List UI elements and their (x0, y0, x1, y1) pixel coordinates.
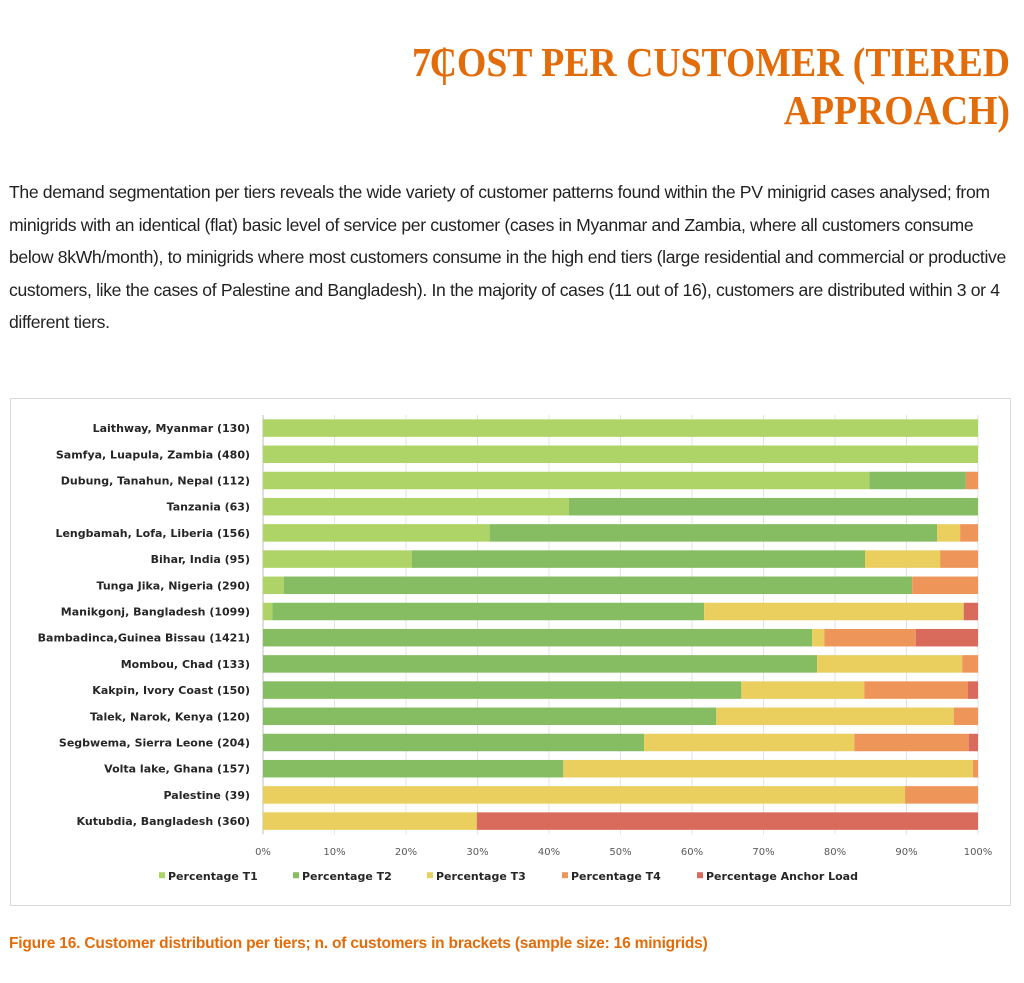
bar-segment-percentage-t3 (563, 759, 973, 778)
bar-segment-percentage-t4 (965, 471, 978, 490)
legend-swatch (293, 872, 299, 879)
legend-swatch (697, 872, 703, 879)
bar-segment-percentage-anchor-load (963, 602, 978, 621)
bar-segment-percentage-t3 (865, 550, 941, 568)
bar-segment-percentage-t4 (960, 524, 978, 542)
x-tick-label: 100% (964, 847, 993, 858)
bar-segment-percentage-t2 (263, 759, 564, 778)
bar-segment-percentage-t4 (905, 786, 978, 804)
legend-swatch (159, 872, 165, 879)
bars (263, 419, 978, 830)
section-heading: 7 | COST PER CUSTOMER (TIERED APPROACH) (182, 38, 1010, 134)
bar-segment-percentage-t3 (644, 733, 855, 752)
category-label: Palestine (39) (164, 789, 250, 802)
x-tick-label: 30% (466, 847, 488, 858)
x-tick-label: 80% (824, 847, 846, 858)
legend: Percentage T1 Percentage T2 Percentage T3 P… (159, 870, 858, 883)
x-tick-label: 40% (538, 847, 560, 858)
bar-segment-percentage-t3 (817, 655, 963, 673)
bar-segment-percentage-t1 (263, 602, 273, 621)
bar-segment-percentage-t4 (824, 628, 916, 647)
x-tick-label: 0% (255, 847, 271, 858)
category-label: Segbwema, Sierra Leone (204) (59, 737, 250, 750)
bar-segment-percentage-t4 (864, 681, 968, 699)
legend-swatch (427, 872, 433, 879)
x-tick-label: 20% (395, 847, 417, 858)
category-label: Dubung, Tanahun, Nepal (112) (61, 475, 250, 488)
legend-swatch (562, 872, 568, 879)
bar-segment-percentage-t4 (953, 707, 978, 726)
bar-segment-percentage-t3 (263, 786, 906, 804)
bar-segment-percentage-anchor-load (968, 733, 978, 752)
bar-segment-percentage-t4 (962, 655, 978, 673)
category-label: Tunga Jika, Nigeria (290) (97, 579, 250, 592)
section-number: 7 | (412, 39, 449, 85)
figure-caption: Figure 16. Customer distribution per tie… (9, 935, 708, 952)
bar-segment-percentage-t3 (937, 524, 961, 542)
bar-segment-percentage-t1 (263, 576, 284, 595)
x-tick-labels: 0% 10% 20% 30% 40% 50% 60% 70% 80% 90% 100% (255, 847, 992, 858)
section-title-line-1: COST PER CUSTOMER (TIERED (429, 39, 1010, 85)
category-label: Bihar, India (95) (151, 553, 250, 566)
category-label: Bambadinca,Guinea Bissau (1421) (38, 632, 250, 645)
bar-segment-percentage-t1 (263, 550, 412, 568)
category-label: Lengbamah, Lofa, Liberia (156) (55, 527, 250, 540)
bar-segment-percentage-t2 (283, 576, 913, 595)
bar-segment-percentage-t4 (972, 759, 978, 778)
bar-segment-percentage-t2 (869, 471, 966, 490)
legend-label: Percentage T3 (436, 870, 526, 883)
bar-segment-percentage-t1 (263, 497, 570, 516)
bar-segment-percentage-t3 (812, 628, 825, 647)
bar-segment-percentage-t2 (411, 550, 866, 568)
section-title-line-2: APPROACH) (783, 87, 1010, 133)
category-label: Mombou, Chad (133) (121, 658, 250, 671)
bar-segment-percentage-t2 (263, 628, 813, 647)
category-label: Talek, Narok, Kenya (120) (90, 710, 250, 723)
bar-segment-percentage-t3 (741, 681, 865, 699)
bar-segment-percentage-t2 (489, 524, 938, 542)
bar-segment-percentage-t1 (263, 471, 870, 490)
x-tick-label: 70% (752, 847, 774, 858)
bar-segment-percentage-t1 (263, 445, 978, 464)
category-labels: Laithway, Myanmar (130) Samfya, Luapula, … (38, 422, 250, 828)
bar-segment-percentage-anchor-load (915, 628, 978, 647)
bar-segment-percentage-t2 (263, 655, 818, 673)
bar-segment-percentage-t2 (569, 497, 978, 516)
bar-segment-percentage-t2 (263, 681, 742, 699)
legend-label: Percentage T2 (302, 870, 392, 883)
chart-container: Laithway, Myanmar (130) Samfya, Luapula, … (10, 398, 1011, 906)
bar-segment-percentage-t4 (854, 733, 969, 752)
x-tick-label: 50% (609, 847, 631, 858)
bar-segment-percentage-t4 (912, 576, 978, 595)
category-label: Tanzania (63) (167, 501, 250, 514)
legend-label: Percentage T1 (168, 870, 258, 883)
category-label: Manikgonj, Bangladesh (1099) (61, 606, 250, 619)
category-label: Laithway, Myanmar (130) (93, 422, 250, 435)
bar-segment-percentage-t3 (716, 707, 954, 726)
bar-segment-percentage-anchor-load (476, 812, 978, 830)
legend-label: Percentage T4 (571, 870, 661, 883)
x-tick-label: 60% (681, 847, 703, 858)
category-label: Samfya, Luapula, Zambia (480) (56, 448, 250, 461)
bar-segment-percentage-t3 (263, 812, 477, 830)
bar-segment-percentage-t2 (263, 733, 645, 752)
x-tick-label: 90% (895, 847, 917, 858)
body-paragraph: The demand segmentation per tiers reveal… (9, 182, 1006, 332)
x-tick-label: 10% (323, 847, 345, 858)
bar-segment-percentage-t1 (263, 419, 978, 437)
category-label: Kakpin, Ivory Coast (150) (92, 684, 250, 697)
bar-segment-percentage-anchor-load (967, 681, 978, 699)
category-label: Kutubdia, Bangladesh (360) (77, 815, 250, 828)
legend-label: Percentage Anchor Load (706, 870, 858, 883)
bar-segment-percentage-t2 (263, 707, 717, 726)
bar-segment-percentage-t2 (272, 602, 705, 621)
bar-segment-percentage-t4 (940, 550, 978, 568)
bar-segment-percentage-t1 (263, 524, 490, 542)
bar-segment-percentage-t3 (704, 602, 964, 621)
stacked-bar-chart: Laithway, Myanmar (130) Samfya, Luapula, … (38, 415, 992, 883)
category-label: Volta lake, Ghana (157) (104, 763, 250, 776)
